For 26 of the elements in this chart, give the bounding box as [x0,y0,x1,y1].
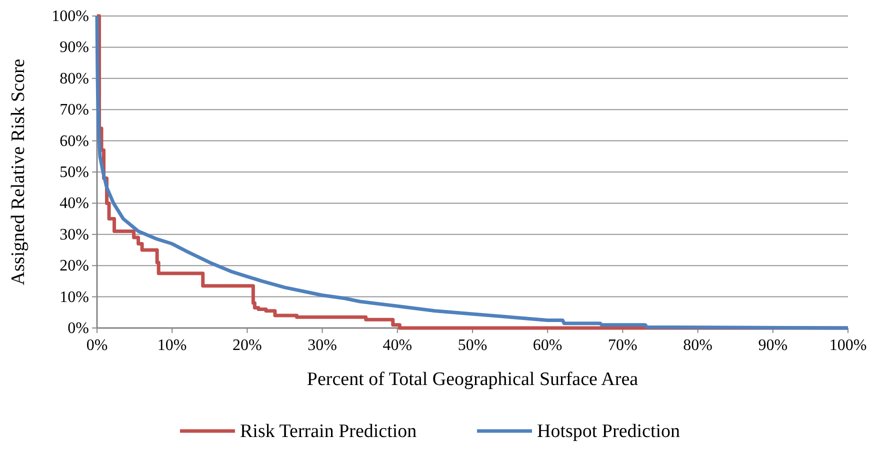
y-tick-label: 80% [60,70,89,88]
y-tick-label: 60% [60,132,89,150]
y-tick-label: 0% [68,320,89,337]
y-tick-label: 50% [60,164,89,181]
y-tick-label: 90% [60,39,89,56]
y-tick-label: 20% [60,258,89,275]
x-tick-label: 80% [683,337,712,354]
x-tick-label: 70% [608,337,638,354]
x-tick-label: 10% [157,337,187,354]
y-tick-label: 40% [60,195,89,212]
x-tick-label: 90% [758,337,788,354]
legend-label: Risk Terrain Prediction [240,421,418,442]
x-tick-label: 20% [232,337,262,354]
x-axis-title: Percent of Total Geographical Surface Area [306,369,639,390]
x-tick-label: 100% [829,337,867,354]
x-tick-label: 50% [458,337,488,354]
x-tick-label: 40% [382,337,412,354]
y-tick-label: 30% [60,226,89,244]
x-tick-label: 0% [86,337,108,354]
y-tick-label: 70% [60,102,89,119]
legend-label: Hotspot Prediction [537,421,681,442]
y-axis-title: Assigned Relative Risk Score [8,58,29,286]
x-tick-label: 30% [308,337,337,354]
x-tick-label: 60% [532,337,562,354]
y-tick-label: 10% [60,288,89,306]
y-tick-label: 100% [52,8,89,25]
